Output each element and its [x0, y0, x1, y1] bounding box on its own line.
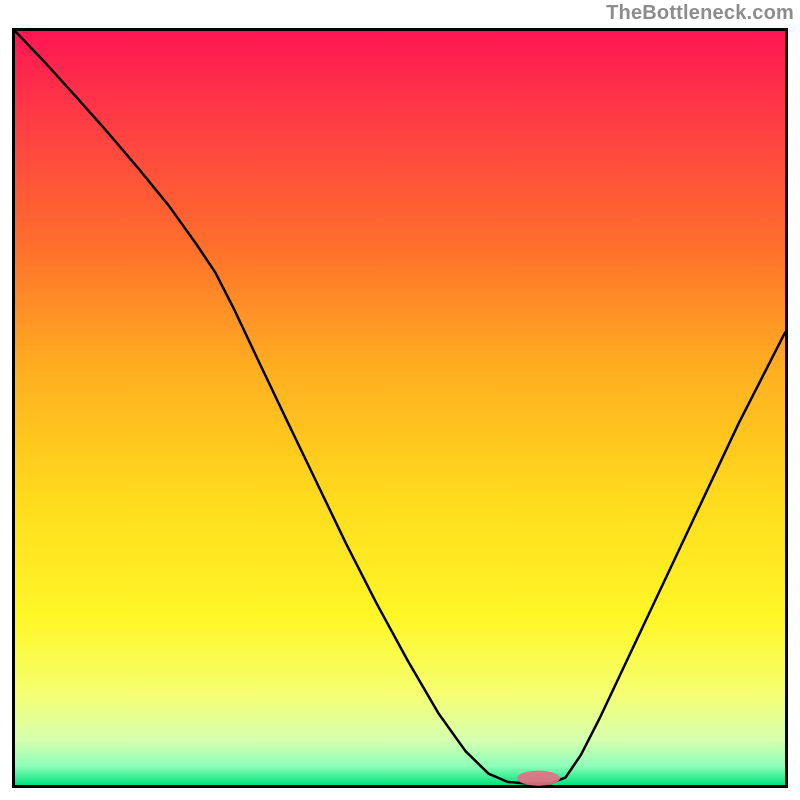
optimal-marker — [517, 771, 560, 786]
chart-root: { "watermark": "TheBottleneck.com", "cha… — [0, 0, 800, 800]
chart-svg — [12, 28, 788, 788]
watermark-text: TheBottleneck.com — [606, 2, 794, 25]
chart-plot-area — [12, 28, 788, 788]
chart-background — [15, 31, 785, 785]
